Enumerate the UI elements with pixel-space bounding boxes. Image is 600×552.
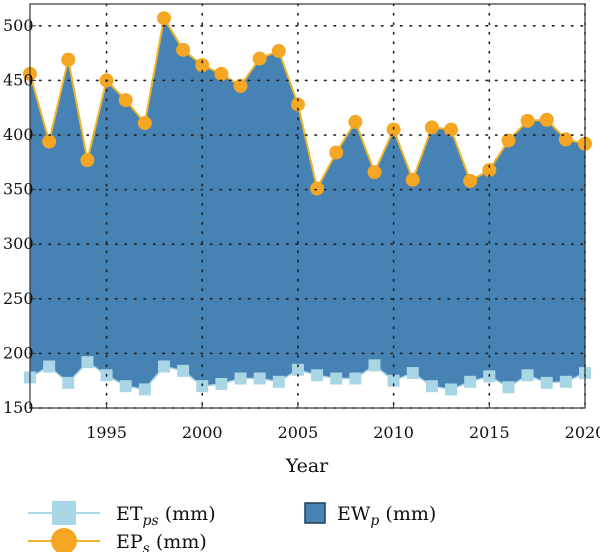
et-point — [349, 372, 362, 385]
ep-point — [501, 133, 516, 148]
legend-et-main: ET — [116, 503, 143, 525]
x-axis-title: Year — [285, 455, 329, 477]
et-point — [425, 380, 438, 393]
ep-point — [558, 132, 573, 147]
et-point — [559, 375, 572, 388]
y-tick-label: 250 — [3, 289, 34, 308]
et-point — [445, 383, 458, 396]
x-tick-label: 1995 — [86, 423, 127, 442]
et-point — [521, 369, 534, 382]
legend-et-sub: ps — [143, 513, 159, 529]
ep-point — [539, 112, 554, 127]
ep-point — [252, 51, 267, 66]
ep-point — [118, 93, 133, 108]
y-tick-label: 200 — [3, 343, 34, 362]
y-tick-label: 500 — [3, 16, 34, 35]
et-point — [62, 376, 75, 389]
et-point — [234, 372, 247, 385]
x-tick-label: 2005 — [278, 423, 319, 442]
legend-ew-unit: (mm) — [379, 503, 436, 525]
et-point — [368, 359, 381, 372]
ep-point — [214, 66, 229, 81]
legend-ep-unit: (mm) — [150, 531, 207, 552]
ep-point — [348, 114, 363, 129]
legend-ew-marker — [304, 502, 326, 524]
et-point — [291, 363, 304, 376]
ep-point — [42, 134, 57, 149]
ep-point — [329, 145, 344, 160]
et-point — [387, 374, 400, 387]
et-point — [502, 381, 515, 394]
ep-point — [290, 97, 305, 112]
et-point — [253, 372, 266, 385]
y-tick-label: 400 — [3, 125, 34, 144]
et-point — [311, 369, 324, 382]
legend-ew-label: EWp (mm) — [337, 503, 436, 529]
ep-point — [271, 43, 286, 58]
legend: ETps (mm) EPs (mm) EWp (mm) — [28, 501, 436, 552]
x-tick-label: 2015 — [469, 423, 510, 442]
ep-point — [463, 173, 478, 188]
y-tick-label: 350 — [3, 180, 34, 199]
et-point — [540, 376, 553, 389]
legend-ep-sub: s — [143, 541, 150, 552]
ep-point — [137, 116, 152, 131]
ep-point — [310, 181, 325, 196]
ep-point — [482, 162, 497, 177]
legend-item-ep: EPs (mm) — [28, 528, 207, 552]
ep-point — [405, 172, 420, 187]
legend-ep-marker — [51, 528, 77, 552]
et-point — [464, 375, 477, 388]
ep-point — [80, 153, 95, 168]
et-point — [119, 380, 132, 393]
ep-point — [61, 52, 76, 67]
y-tick-label: 150 — [3, 398, 34, 417]
ep-point — [176, 42, 191, 57]
legend-et-unit: (mm) — [159, 503, 216, 525]
x-tick-label: 2020 — [565, 423, 600, 442]
x-tick-label: 2010 — [373, 423, 414, 442]
et-point — [177, 364, 190, 377]
plot-frame — [29, 3, 586, 409]
legend-et-label: ETps (mm) — [116, 503, 216, 529]
ep-point — [424, 120, 439, 135]
plot-area — [23, 11, 592, 396]
legend-ew-sub: p — [370, 513, 379, 529]
et-point — [81, 356, 94, 369]
et-point — [272, 375, 285, 388]
et-point — [330, 372, 343, 385]
legend-ew-main: EW — [337, 503, 371, 525]
et-point — [215, 377, 228, 390]
y-tick-label: 450 — [3, 70, 34, 89]
et-point — [138, 383, 151, 396]
ep-point — [520, 113, 535, 128]
legend-ep-main: EP — [116, 531, 143, 552]
legend-item-et: ETps (mm) — [28, 501, 216, 529]
ep-point — [367, 165, 382, 180]
y-tick-label: 300 — [3, 234, 34, 253]
x-tick-label: 2000 — [182, 423, 223, 442]
ep-point — [444, 122, 459, 137]
ep-point — [195, 58, 210, 73]
et-point — [406, 367, 419, 380]
ep-point — [156, 11, 171, 26]
ew-area — [30, 18, 585, 390]
legend-ep-label: EPs (mm) — [116, 531, 207, 552]
et-point — [43, 360, 56, 373]
axes: 1995 2000 2005 2010 2015 2020 150 200 250 300 350 4… — [3, 3, 600, 442]
et-point — [157, 360, 170, 373]
legend-item-ew: EWp (mm) — [304, 502, 436, 529]
legend-et-marker — [52, 501, 76, 525]
ep-point — [233, 78, 248, 93]
